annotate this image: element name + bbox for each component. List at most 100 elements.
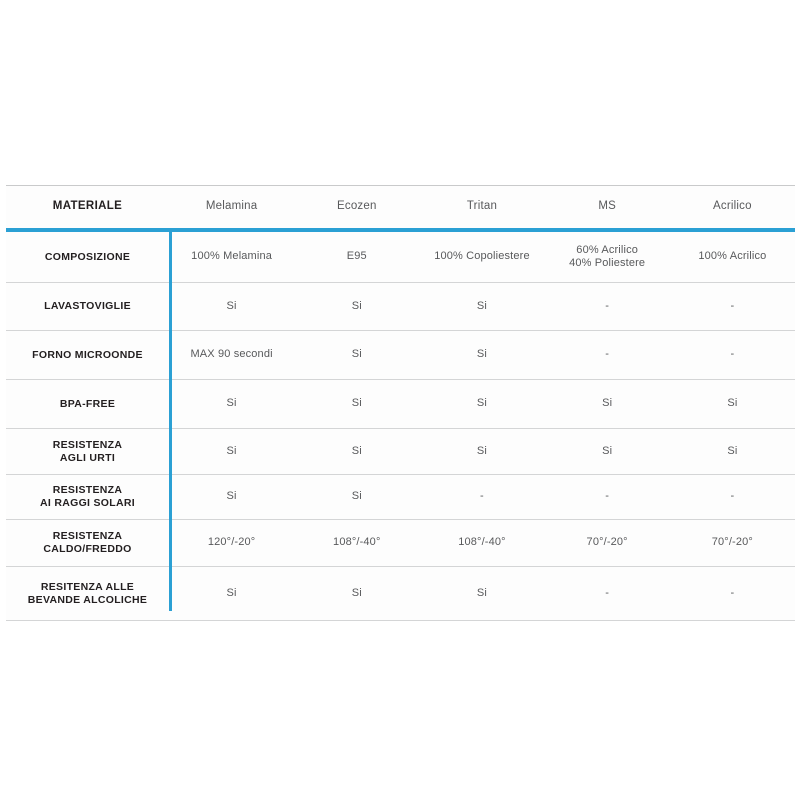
row-value-cell: Si (169, 379, 295, 429)
row-value-cell: - (544, 282, 670, 331)
row-value-cell: Si (294, 330, 420, 380)
row-value: Si (351, 397, 362, 410)
row-value-cell: Si (544, 379, 670, 429)
row-value: Si (351, 444, 362, 457)
row-label-cell: COMPOSIZIONE (6, 232, 169, 283)
material-comparison-table: MATERIALE Melamina Ecozen Tritan MS (6, 185, 795, 621)
row-label: RESISTENZA AI RAGGI SOLARI (40, 484, 135, 509)
row-value: 108°/-40° (333, 536, 381, 549)
row-value: - (730, 348, 735, 361)
row-value: Si (476, 299, 488, 312)
row-value-cell: 120°/-20° (169, 519, 295, 567)
row-value-cell: Si (419, 379, 545, 429)
row-value-cell: Si (294, 566, 420, 621)
row-value-cell: - (669, 282, 795, 331)
row-value-cell: Si (419, 566, 545, 621)
row-value-cell: 100% Acrilico (669, 232, 795, 283)
table-row: FORNO MICROONDE MAX 90 secondi Si Si - - (6, 330, 795, 380)
row-value: Si (727, 397, 738, 410)
row-value: Si (351, 348, 362, 361)
row-value-cell: - (544, 566, 670, 621)
header-label-materiale: MATERIALE (52, 200, 123, 213)
row-value: - (480, 490, 484, 503)
row-value: 100% Copoliestere (434, 250, 530, 263)
row-value: - (730, 586, 735, 599)
row-value-cell: Si (419, 282, 545, 331)
row-value: MAX 90 secondi (190, 348, 273, 361)
row-value-cell: Si (419, 428, 545, 475)
header-label-ecozen: Ecozen (337, 200, 377, 213)
row-value-cell: 100% Melamina (169, 232, 295, 283)
header-cell-ms: MS (544, 185, 670, 228)
table-row: RESISTENZA AI RAGGI SOLARI Si Si - - - (6, 474, 795, 520)
row-value-cell: Si (669, 428, 795, 475)
row-value: - (605, 586, 610, 599)
row-label-cell: RESITENZA ALLE BEVANDE ALCOLICHE (6, 566, 169, 621)
row-value: Si (476, 444, 488, 457)
row-label: BPA-FREE (59, 397, 116, 410)
row-value: Si (727, 444, 738, 457)
row-value-cell: Si (669, 379, 795, 429)
header-cell-ecozen: Ecozen (294, 185, 420, 228)
header-label-tritan: Tritan (466, 200, 498, 213)
row-value-cell: 100% Copoliestere (419, 232, 545, 283)
row-value-cell: - (544, 330, 670, 380)
accent-rule-fill (6, 228, 795, 232)
row-label: RESISTENZA AGLI URTI (52, 438, 123, 464)
header-cell-acrilico: Acrilico (669, 185, 795, 228)
row-value: 70°/-20° (586, 536, 628, 549)
row-label-cell: FORNO MICROONDE (6, 330, 169, 380)
spec-table-wrapper: MATERIALE Melamina Ecozen Tritan MS (6, 185, 795, 621)
row-value: Si (351, 299, 362, 312)
row-value: Si (476, 348, 488, 361)
row-value-cell: - (669, 474, 795, 520)
row-value: Si (226, 490, 237, 503)
row-value-cell: Si (294, 282, 420, 331)
row-value: 120°/-20° (207, 536, 256, 549)
row-value-cell: 70°/-20° (669, 519, 795, 567)
row-value: Si (226, 444, 237, 457)
header-cell-tritan: Tritan (419, 185, 545, 228)
row-value-cell: Si (169, 282, 295, 331)
row-value-cell: Si (169, 428, 295, 475)
row-value: - (605, 490, 610, 503)
row-value-cell: 108°/-40° (294, 519, 420, 567)
table-row: RESISTENZA CALDO/FREDDO 120°/-20° 108°/-… (6, 519, 795, 567)
row-value: Si (226, 397, 237, 410)
row-label: LAVASTOVIGLIE (44, 300, 131, 313)
row-value-cell: Si (294, 379, 420, 429)
row-value-cell: 70°/-20° (544, 519, 670, 567)
row-label: RESITENZA ALLE BEVANDE ALCOLICHE (27, 580, 148, 606)
row-value: 60% Acrilico 40% Poliestere (569, 243, 646, 269)
table-row: RESITENZA ALLE BEVANDE ALCOLICHE Si Si S… (6, 566, 795, 621)
row-value: 70°/-20° (711, 536, 753, 549)
row-value-cell: E95 (294, 232, 420, 283)
row-value: Si (226, 299, 237, 312)
header-cell-melamina: Melamina (169, 185, 295, 228)
row-value: - (730, 299, 735, 312)
row-value: Si (602, 397, 613, 410)
row-value-cell: - (669, 330, 795, 380)
row-label: COMPOSIZIONE (44, 250, 131, 263)
row-value-cell: Si (294, 428, 420, 475)
row-value-cell: - (419, 474, 545, 520)
row-value: Si (476, 397, 488, 410)
row-value-cell: 108°/-40° (419, 519, 545, 567)
header-label-melamina: Melamina (205, 200, 258, 213)
table-row: RESISTENZA AGLI URTI Si Si Si Si Si (6, 428, 795, 475)
header-label-ms: MS (598, 200, 616, 213)
row-value-cell: Si (169, 566, 295, 621)
row-value: Si (602, 444, 613, 457)
row-label-cell: RESISTENZA AI RAGGI SOLARI (6, 474, 169, 520)
row-value: - (605, 299, 610, 312)
row-value-cell: Si (169, 474, 295, 520)
table-row: BPA-FREE Si Si Si Si Si (6, 379, 795, 429)
row-label-cell: RESISTENZA AGLI URTI (6, 428, 169, 475)
row-value: E95 (346, 250, 367, 263)
row-value-cell: MAX 90 secondi (169, 330, 295, 380)
row-value: Si (476, 586, 488, 599)
row-value: Si (351, 586, 362, 599)
row-value-cell: - (544, 474, 670, 520)
row-value-cell: Si (544, 428, 670, 475)
table-body: COMPOSIZIONE 100% Melamina E95 100% Copo… (6, 232, 795, 621)
